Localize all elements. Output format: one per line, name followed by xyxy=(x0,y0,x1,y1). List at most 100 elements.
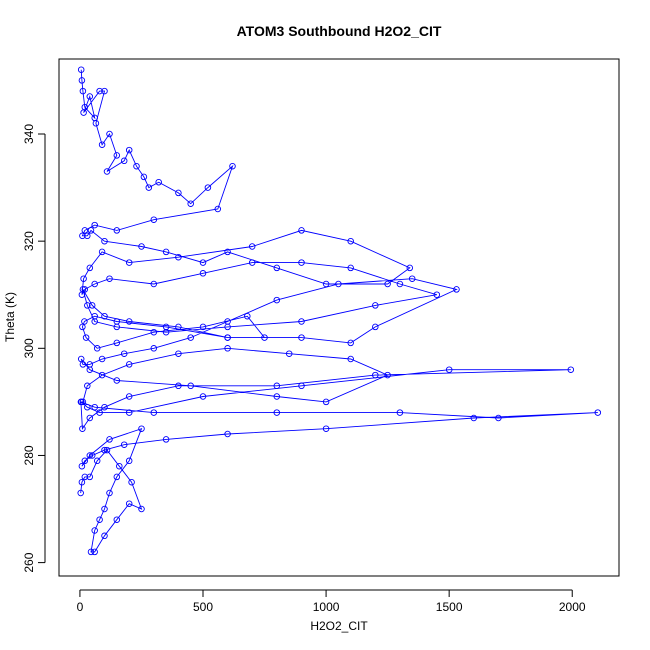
data-point xyxy=(408,275,416,282)
data-point xyxy=(162,248,170,256)
data-point xyxy=(199,393,207,400)
data-point xyxy=(87,548,95,556)
data-point xyxy=(113,318,121,325)
data-point xyxy=(116,462,123,470)
data-point xyxy=(273,296,281,304)
data-point xyxy=(199,270,207,277)
data-point xyxy=(96,409,103,416)
data-point xyxy=(120,157,128,165)
data-point xyxy=(347,339,354,347)
data-point xyxy=(125,361,133,368)
data-point xyxy=(273,409,281,416)
data-point xyxy=(82,334,90,341)
data-point xyxy=(86,452,94,459)
data-point xyxy=(101,312,108,320)
chart-title: ATOM3 Southbound H2O2_CIT xyxy=(237,23,442,39)
data-point xyxy=(125,146,133,154)
data-point xyxy=(93,457,101,465)
y-tick-label: 300 xyxy=(22,338,36,358)
data-point xyxy=(298,334,305,341)
data-point xyxy=(101,446,108,454)
x-tick-label: 500 xyxy=(193,600,213,614)
data-point xyxy=(128,478,135,486)
data-point xyxy=(248,243,256,250)
data-point xyxy=(224,345,231,352)
data-point xyxy=(445,366,453,373)
data-point xyxy=(175,323,182,331)
data-point xyxy=(347,355,354,363)
data-point xyxy=(175,350,182,357)
data-point xyxy=(347,264,354,272)
data-point xyxy=(175,382,182,390)
data-point xyxy=(79,286,87,293)
data-point xyxy=(77,489,84,497)
x-axis-label: H2O2_CIT xyxy=(310,619,368,633)
data-point xyxy=(91,527,98,534)
data-point xyxy=(406,264,414,272)
y-tick-label: 280 xyxy=(22,445,36,465)
data-point xyxy=(150,345,158,352)
data-point xyxy=(384,371,391,379)
data-point xyxy=(214,205,222,213)
data-point xyxy=(106,436,113,443)
data-point xyxy=(88,302,96,309)
data-point xyxy=(84,403,91,411)
data-point xyxy=(98,141,106,148)
data-point xyxy=(199,259,207,266)
data-point xyxy=(106,275,113,282)
data-point xyxy=(396,280,404,288)
data-point xyxy=(79,323,86,331)
data-point xyxy=(372,323,379,331)
data-point xyxy=(78,77,86,84)
data-point xyxy=(273,393,281,400)
data-point xyxy=(113,152,121,159)
data-point xyxy=(86,473,94,481)
data-point xyxy=(84,302,91,309)
data-point xyxy=(145,184,153,191)
data-point xyxy=(125,393,133,400)
data-point xyxy=(113,473,121,481)
data-point xyxy=(86,264,94,272)
data-point xyxy=(187,382,194,390)
data-point xyxy=(101,237,108,245)
data-point xyxy=(86,414,94,422)
data-point xyxy=(96,87,103,95)
data-point xyxy=(78,462,86,470)
data-point xyxy=(594,409,602,416)
data-point xyxy=(86,366,94,373)
data-point xyxy=(298,318,305,325)
data-point xyxy=(81,473,89,481)
data-point xyxy=(125,457,133,465)
data-point xyxy=(138,425,145,432)
data-point xyxy=(140,173,148,181)
data-point xyxy=(81,457,89,465)
data-point xyxy=(187,200,194,207)
data-point xyxy=(138,243,145,250)
x-axis-ticks: 0 500 1000 1500 2000 xyxy=(77,590,586,614)
data-point xyxy=(162,436,170,443)
data-point xyxy=(113,377,121,384)
data-point xyxy=(125,318,133,325)
data-point xyxy=(150,280,158,288)
data-point xyxy=(372,371,379,379)
data-point xyxy=(120,350,128,357)
data-point xyxy=(273,264,281,272)
data-point xyxy=(244,312,251,320)
data-point xyxy=(84,382,91,390)
data-point xyxy=(224,334,231,341)
data-point xyxy=(495,414,502,422)
y-axis-ticks: 260 280 300 320 340 xyxy=(22,124,45,573)
data-point xyxy=(248,259,256,266)
data-point xyxy=(84,232,91,240)
data-point xyxy=(298,382,305,390)
x-tick-label: 1000 xyxy=(313,600,340,614)
y-tick-label: 340 xyxy=(22,124,36,144)
data-point xyxy=(87,227,95,234)
data-point xyxy=(106,130,113,138)
data-point xyxy=(81,318,88,325)
data-point xyxy=(92,120,100,127)
data-point xyxy=(224,318,231,325)
data-point xyxy=(91,403,98,411)
data-point xyxy=(261,334,268,341)
data-point xyxy=(125,500,133,507)
